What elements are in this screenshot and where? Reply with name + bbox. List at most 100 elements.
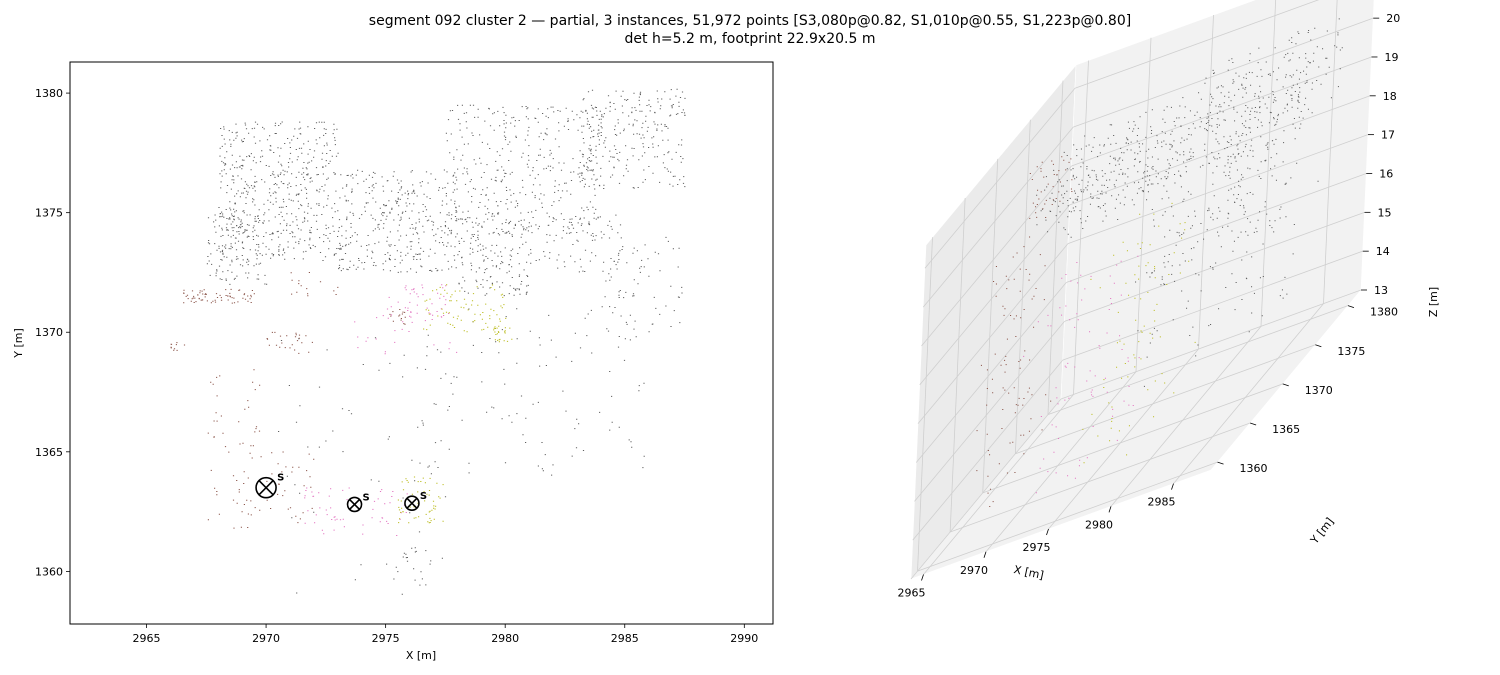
3d-z-tick-label: 20 <box>1386 12 1400 25</box>
3d-points-olive <box>1082 202 1196 464</box>
3d-z-axis-label: Z [m] <box>1427 287 1440 317</box>
topdown-plot: S S S 2965 2970 2975 2980 2985 2990 1360 1365 1370… <box>12 61 774 662</box>
3d-grid-y-left <box>917 237 933 572</box>
3d-y-tick-mark <box>1217 461 1224 465</box>
3d-grid-z-back <box>1069 95 1370 206</box>
topdown-y-tick-label: 1375 <box>35 207 63 220</box>
topdown-x-tick-label: 2985 <box>611 632 639 645</box>
3d-y-tick-mark <box>1250 422 1257 426</box>
3d-point-cloud <box>976 18 1343 507</box>
3d-x-tick-mark <box>1171 483 1174 490</box>
seed-marker-label: S <box>363 492 370 503</box>
topdown-points-brown <box>170 272 406 529</box>
topdown-x-tick-label: 2990 <box>730 632 758 645</box>
topdown-ticks: 2965 2970 2975 2980 2985 2990 1360 1365 1370 1375… <box>35 87 758 645</box>
seed-marker-label: S <box>277 473 284 484</box>
figure-title: segment 092 cluster 2 — partial, 3 insta… <box>0 12 1500 48</box>
3d-grid-y-floor <box>949 422 1251 533</box>
3d-grid-z-back <box>1073 17 1374 128</box>
topdown-x-tick-label: 2975 <box>372 632 400 645</box>
3d-x-tick-mark <box>921 574 924 581</box>
3d-panes <box>910 0 1375 580</box>
3d-y-tick-label: 1370 <box>1305 384 1333 397</box>
topdown-points-background <box>206 88 686 595</box>
3d-grid-z-left <box>910 398 1062 580</box>
3d-grid-x-back <box>1260 0 1277 327</box>
3d-grid-z-left <box>919 204 1071 386</box>
topdown-y-axis-label: Y [m] <box>12 328 25 359</box>
topdown-y-tick-label: 1370 <box>35 326 63 339</box>
3d-y-tick-label: 1380 <box>1370 306 1398 319</box>
3d-y-axis-label: Y [m] <box>1307 515 1336 547</box>
3d-back-pane <box>1060 0 1375 400</box>
3d-grid-y-left <box>1014 119 1031 454</box>
seed-marker-1: S <box>255 473 284 499</box>
3d-grid-y-left <box>949 198 966 533</box>
3d-grid-z-back <box>1064 211 1365 322</box>
3d-y-tick-label: 1375 <box>1337 345 1365 358</box>
3d-grid-y-floor <box>1015 344 1316 455</box>
3d-z-tick-label: 18 <box>1383 90 1397 103</box>
3d-x-tick-label: 2965 <box>898 586 926 599</box>
3d-grid-x-back <box>1198 15 1214 350</box>
3d-x-axis-label: X [m] <box>1013 563 1045 582</box>
seed-marker-3: S <box>404 491 427 512</box>
3d-grid-z-left <box>917 243 1069 424</box>
3d-z-tick-label: 16 <box>1379 167 1393 180</box>
3d-grid-y-floor <box>917 461 1218 572</box>
3d-x-tick-label: 2970 <box>960 564 988 577</box>
3d-grid-z-left <box>914 321 1065 502</box>
3d-grid-x-floor <box>1173 303 1324 484</box>
3d-z-tick-label: 15 <box>1377 206 1391 219</box>
3d-grid-x-floor <box>1048 348 1199 530</box>
3d-grid-x-back <box>1323 0 1338 304</box>
topdown-x-tick-label: 2980 <box>491 632 519 645</box>
3d-grid-x-back <box>1073 60 1089 395</box>
topdown-point-cloud <box>170 88 686 595</box>
3d-points-background <box>1036 18 1343 387</box>
seed-marker-label: S <box>420 491 427 502</box>
3d-grid-y-left <box>982 158 999 493</box>
topdown-y-tick-label: 1360 <box>35 565 63 578</box>
3d-points-brown <box>976 156 1073 507</box>
3d-grid-z-left <box>922 126 1074 308</box>
3d-y-tick-label: 1365 <box>1272 423 1300 436</box>
3d-y-tick-mark <box>1315 344 1322 348</box>
3d-grid-y-left <box>1047 80 1064 415</box>
3d-grid-x-floor <box>985 371 1137 553</box>
3d-x-tick-label: 2980 <box>1085 518 1113 531</box>
3d-grid-z-left <box>924 88 1076 269</box>
3d-y-tick-mark <box>1282 383 1289 387</box>
topdown-x-axis-label: X [m] <box>406 649 436 662</box>
3d-grid-z-back <box>1071 56 1372 167</box>
3d-grid-z-back <box>1066 173 1367 283</box>
topdown-x-tick-label: 2965 <box>133 632 161 645</box>
3d-grid-z-back <box>1062 250 1363 361</box>
3d-points-pink <box>1023 255 1140 494</box>
3d-grid-z-left <box>915 282 1067 463</box>
seed-marker-2: S <box>346 492 370 513</box>
3d-grid-x-back <box>1135 37 1152 372</box>
3d-z-tick-label: 13 <box>1374 284 1388 297</box>
3d-x-tick-mark <box>1046 528 1049 536</box>
3d-z-tick-label: 14 <box>1376 245 1390 258</box>
3d-grid-y-floor <box>1047 305 1349 416</box>
3d-x-tick-mark <box>983 551 987 558</box>
topdown-plot-frame <box>69 61 774 625</box>
topdown-markers: S S S <box>255 473 427 513</box>
3d-grid-z-left <box>912 359 1064 541</box>
topdown-y-tick-label: 1365 <box>35 446 63 459</box>
3d-z-tick-label: 17 <box>1381 129 1395 142</box>
3d-grid-x-floor <box>1110 326 1262 507</box>
3d-grid-x-floor <box>923 394 1074 575</box>
3d-z-tick-label: 19 <box>1384 51 1398 64</box>
3d-gridlines <box>910 0 1374 580</box>
3d-y-tick-mark <box>1347 305 1355 309</box>
3d-x-tick-label: 2985 <box>1148 496 1176 509</box>
topdown-points-olive <box>397 284 513 524</box>
3d-y-tick-label: 1360 <box>1240 462 1268 475</box>
topdown-x-tick-label: 2970 <box>252 632 280 645</box>
3d-grid-z-back <box>1067 134 1369 245</box>
figure-title-line-2: det h=5.2 m, footprint 22.9x20.5 m <box>624 31 876 47</box>
